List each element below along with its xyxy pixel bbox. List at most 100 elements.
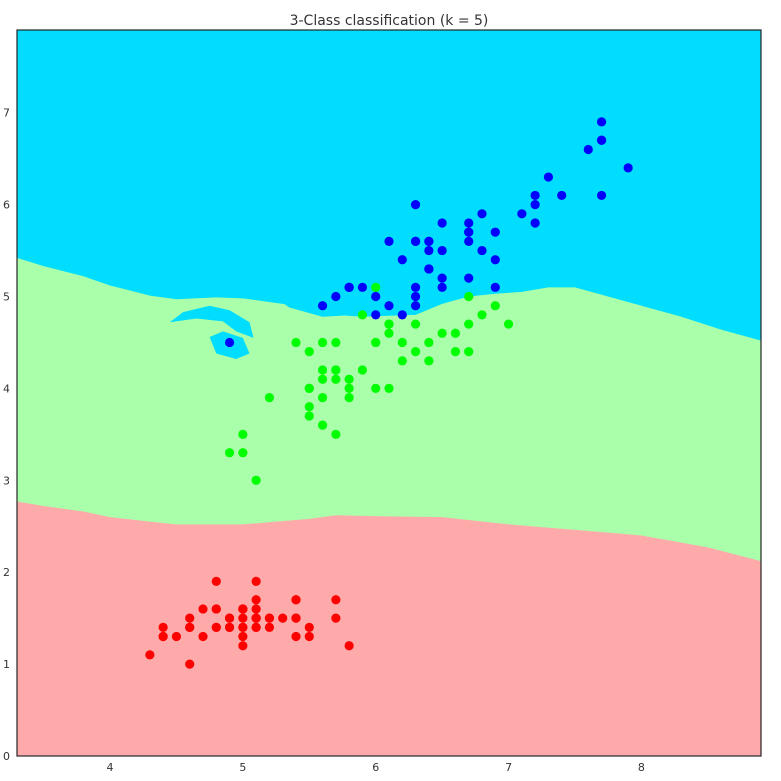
point-class-2 — [530, 218, 540, 228]
y-axis-ticks: 0 1 2 3 4 5 6 7 — [3, 107, 10, 763]
y-tick-label: 4 — [3, 382, 10, 395]
point-class-1 — [317, 365, 328, 375]
point-class-2 — [596, 190, 607, 201]
point-class-2 — [437, 218, 447, 228]
point-class-0 — [264, 613, 275, 623]
point-class-0 — [158, 622, 168, 632]
point-class-1 — [410, 347, 421, 357]
point-class-0 — [251, 576, 261, 586]
point-class-0 — [331, 595, 341, 605]
point-class-1 — [464, 347, 474, 357]
point-class-0 — [185, 613, 195, 623]
point-class-1 — [371, 282, 381, 292]
point-class-2 — [530, 190, 540, 201]
point-class-1 — [344, 392, 354, 403]
point-class-1 — [371, 337, 381, 348]
x-tick-label: 4 — [107, 761, 114, 774]
point-class-2 — [464, 236, 474, 246]
point-class-0 — [198, 631, 208, 642]
point-class-0 — [171, 631, 182, 642]
point-class-0 — [291, 595, 301, 605]
y-tick-label: 5 — [3, 291, 10, 304]
point-class-1 — [357, 365, 368, 375]
x-tick-label: 5 — [239, 761, 246, 774]
point-class-0 — [251, 595, 261, 605]
point-class-2 — [543, 172, 554, 182]
point-class-1 — [331, 374, 341, 384]
point-class-2 — [530, 200, 540, 210]
point-class-1 — [450, 328, 461, 338]
point-class-1 — [317, 337, 328, 348]
point-class-1 — [317, 374, 328, 384]
point-class-1 — [477, 310, 487, 320]
point-class-0 — [291, 631, 301, 642]
point-class-1 — [317, 392, 328, 403]
point-class-1 — [304, 402, 314, 412]
point-class-1 — [304, 347, 314, 357]
decision-regions — [17, 30, 761, 756]
point-class-0 — [278, 613, 288, 623]
point-class-1 — [464, 291, 474, 302]
point-class-2 — [464, 227, 474, 237]
point-class-1 — [410, 319, 421, 329]
point-class-2 — [623, 163, 633, 173]
point-class-2 — [410, 282, 421, 292]
y-tick-label: 3 — [3, 474, 10, 487]
point-class-1 — [384, 328, 394, 338]
point-class-1 — [437, 328, 447, 338]
region-class-2-island-0 — [169, 305, 254, 338]
point-class-1 — [264, 392, 275, 403]
point-class-1 — [357, 310, 368, 320]
point-class-2 — [410, 301, 421, 311]
point-class-2 — [437, 245, 447, 256]
y-tick-label: 6 — [3, 199, 10, 212]
point-class-1 — [331, 429, 341, 439]
point-class-2 — [477, 245, 487, 256]
point-class-0 — [185, 622, 195, 632]
point-class-1 — [331, 337, 341, 348]
point-class-1 — [331, 365, 341, 375]
point-class-2 — [331, 291, 341, 302]
point-class-2 — [424, 245, 434, 256]
point-class-2 — [410, 291, 421, 302]
point-class-0 — [211, 604, 221, 614]
point-class-2 — [384, 236, 394, 246]
point-class-0 — [304, 622, 314, 632]
point-class-1 — [304, 411, 314, 421]
point-class-1 — [424, 337, 434, 348]
point-class-1 — [424, 356, 434, 366]
point-class-0 — [224, 622, 235, 632]
point-class-2 — [371, 291, 381, 302]
point-class-0 — [238, 622, 248, 632]
point-class-2 — [437, 273, 447, 283]
point-class-2 — [397, 310, 407, 320]
point-class-0 — [198, 604, 208, 614]
point-class-1 — [371, 383, 381, 394]
point-class-1 — [384, 383, 394, 394]
point-class-2 — [583, 144, 593, 155]
point-class-0 — [251, 613, 261, 623]
x-axis-ticks: 4 5 6 7 8 — [107, 761, 645, 774]
point-class-1 — [397, 356, 407, 366]
point-class-2 — [517, 209, 527, 219]
point-class-2 — [224, 337, 235, 348]
point-class-0 — [238, 631, 248, 642]
point-class-0 — [145, 650, 155, 660]
point-class-0 — [251, 604, 261, 614]
point-class-0 — [185, 659, 195, 669]
y-tick-label: 0 — [3, 750, 10, 763]
point-class-2 — [464, 273, 474, 283]
point-class-2 — [596, 135, 607, 145]
point-class-0 — [238, 641, 248, 651]
y-tick-label: 1 — [3, 658, 10, 671]
point-class-1 — [291, 337, 301, 348]
point-class-0 — [331, 613, 341, 623]
point-class-2 — [410, 236, 421, 246]
point-class-1 — [464, 319, 474, 329]
y-tick-label: 7 — [3, 107, 10, 120]
point-class-0 — [158, 631, 168, 642]
x-tick-label: 8 — [638, 761, 645, 774]
point-class-1 — [344, 374, 354, 384]
point-class-1 — [238, 448, 248, 458]
point-class-1 — [344, 383, 354, 394]
